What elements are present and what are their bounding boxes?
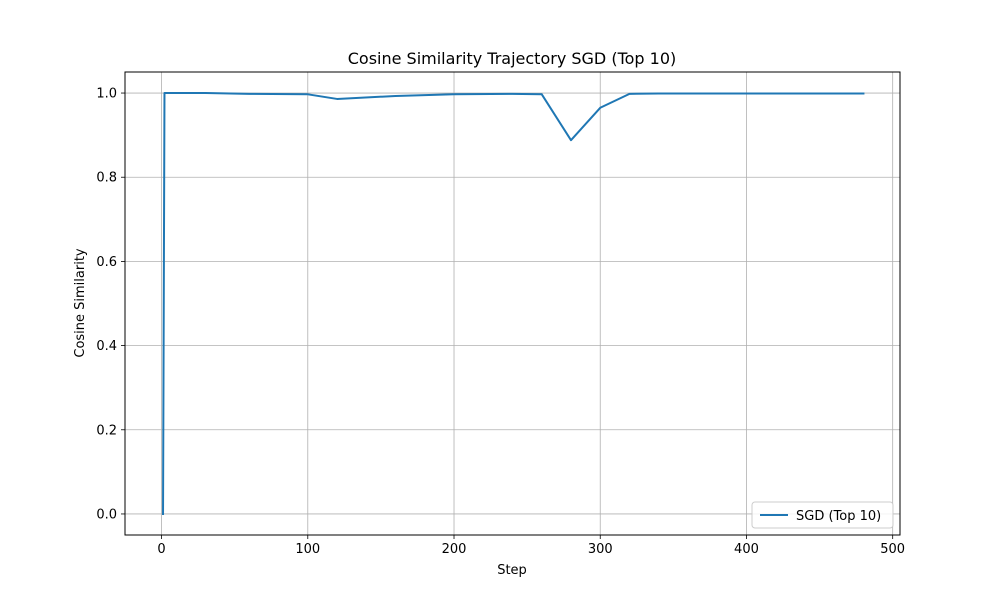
y-tick-label: 0.6 [96, 255, 117, 270]
x-tick-label: 300 [588, 542, 613, 557]
y-tick-label: 1.0 [96, 87, 117, 102]
legend-label-sgd: SGD (Top 10) [796, 509, 881, 524]
legend-box [751, 501, 894, 529]
x-tick-label: 400 [734, 542, 759, 557]
x-tick-label: 500 [880, 542, 905, 557]
x-tick-label: 200 [442, 542, 467, 557]
chart-title: Cosine Similarity Trajectory SGD (Top 10… [348, 49, 677, 68]
x-axis-label: Step [497, 563, 527, 578]
x-tick-label: 0 [157, 542, 165, 557]
x-tick-label: 100 [295, 542, 320, 557]
axis-ticks: 0 100 200 300 400 500 0.0 0.2 0.4 0.6 0.8 1.0 [96, 87, 905, 557]
y-axis-label: Cosine Similarity [73, 248, 88, 358]
legend: SGD (Top 10) [751, 501, 894, 529]
series-layer [162, 92, 865, 515]
plot-frame [124, 71, 901, 536]
y-tick-label: 0.4 [96, 339, 117, 354]
y-tick-label: 0.2 [96, 423, 117, 438]
y-tick-label: 0.0 [96, 507, 117, 522]
series-line-sgd [162, 92, 865, 515]
y-tick-label: 0.8 [96, 171, 117, 186]
